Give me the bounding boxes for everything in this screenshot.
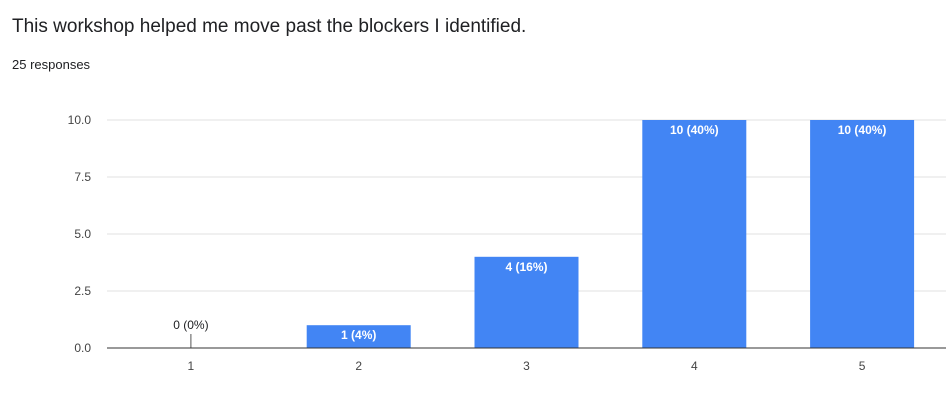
y-tick-label: 5.0 [74, 227, 91, 241]
y-tick-label: 2.5 [74, 284, 91, 298]
x-tick-label: 1 [188, 359, 195, 373]
data-label: 1 (4%) [341, 328, 376, 342]
data-label: 4 (16%) [505, 260, 547, 274]
x-tick-label: 2 [355, 359, 362, 373]
bar [306, 325, 411, 348]
x-tick-label: 3 [523, 359, 530, 373]
y-tick-label: 10.0 [68, 113, 92, 127]
bars [190, 120, 915, 348]
data-label: 10 (40%) [670, 123, 719, 137]
data-label: 10 (40%) [838, 123, 887, 137]
y-tick-label: 7.5 [74, 170, 91, 184]
bar [642, 120, 747, 348]
data-labels: 0 (0%) 1 (4%) 4 (16%) 10 (40%) 10 (40%) [173, 123, 886, 342]
data-label: 0 (0%) [173, 318, 208, 332]
question-title: This workshop helped me move past the bl… [12, 16, 527, 37]
bar [810, 120, 915, 348]
y-axis-ticks: 0.0 2.5 5.0 7.5 10.0 [68, 113, 92, 355]
response-count: 25 responses [12, 57, 91, 72]
bar [474, 256, 579, 348]
x-axis-ticks: 1 2 3 4 5 [188, 359, 866, 373]
x-tick-label: 4 [691, 359, 698, 373]
x-tick-label: 5 [859, 359, 866, 373]
y-tick-label: 0.0 [74, 341, 91, 355]
